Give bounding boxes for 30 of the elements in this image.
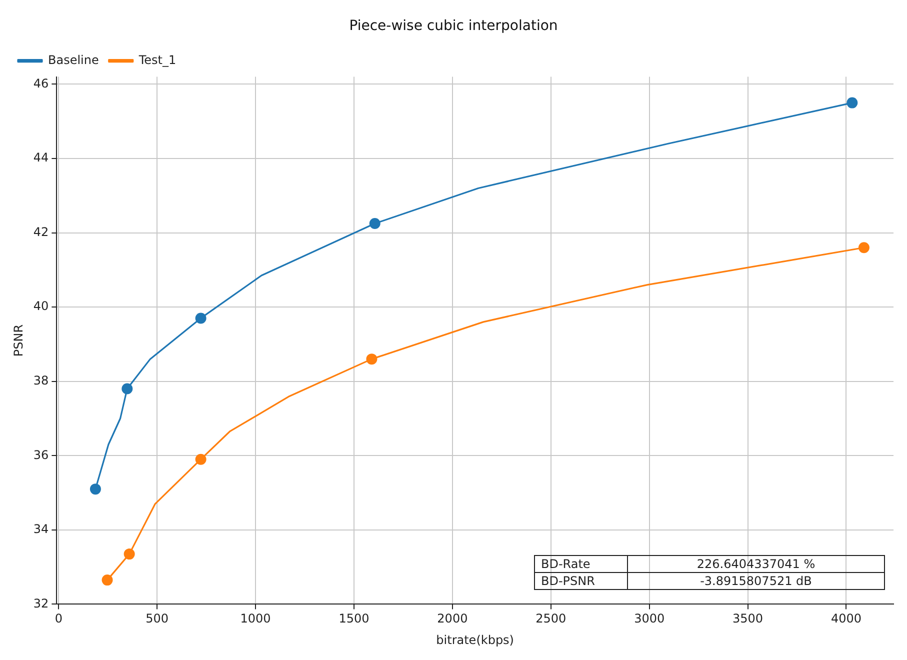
y-tick-label: 36 (33, 448, 49, 462)
x-tick-label: 2500 (536, 612, 566, 626)
legend-label: Test_1 (138, 52, 176, 67)
point (858, 242, 870, 254)
y-tick-label: 44 (33, 150, 49, 165)
annotation: 226.6404337041 % (628, 556, 884, 572)
y-tick-label: 38 (33, 373, 49, 388)
y-tick-label: 46 (33, 76, 49, 90)
x-tick-label: 1500 (338, 612, 370, 626)
x-tick-label: 0 (54, 612, 62, 626)
x-tick-label: 500 (146, 612, 169, 626)
annotation: BD-Rate (534, 556, 628, 572)
y-tick-label: 40 (33, 299, 49, 314)
chart-title: Piece-wise cubic interpolation (349, 18, 558, 34)
y-axis-title: PSNR (11, 324, 26, 357)
x-axis-title: bitrate(kbps) (436, 632, 514, 647)
point (846, 97, 858, 108)
x-tick-label: 3000 (634, 612, 665, 626)
y-tick-label: 42 (33, 224, 49, 239)
legend-label: Baseline (48, 52, 99, 67)
point (90, 484, 101, 495)
point (102, 574, 113, 586)
x-tick-label: 3500 (732, 612, 764, 626)
y-tick-label: 32 (33, 596, 49, 610)
annotation: BD-PSNR (534, 572, 628, 590)
y-tick-label: 34 (33, 522, 49, 536)
x-tick-label: 4000 (830, 612, 862, 626)
annotation: -3.8915807521 dB (628, 572, 884, 590)
x-tick-label: 1000 (240, 612, 271, 626)
x-tick-label: 2000 (437, 612, 468, 626)
